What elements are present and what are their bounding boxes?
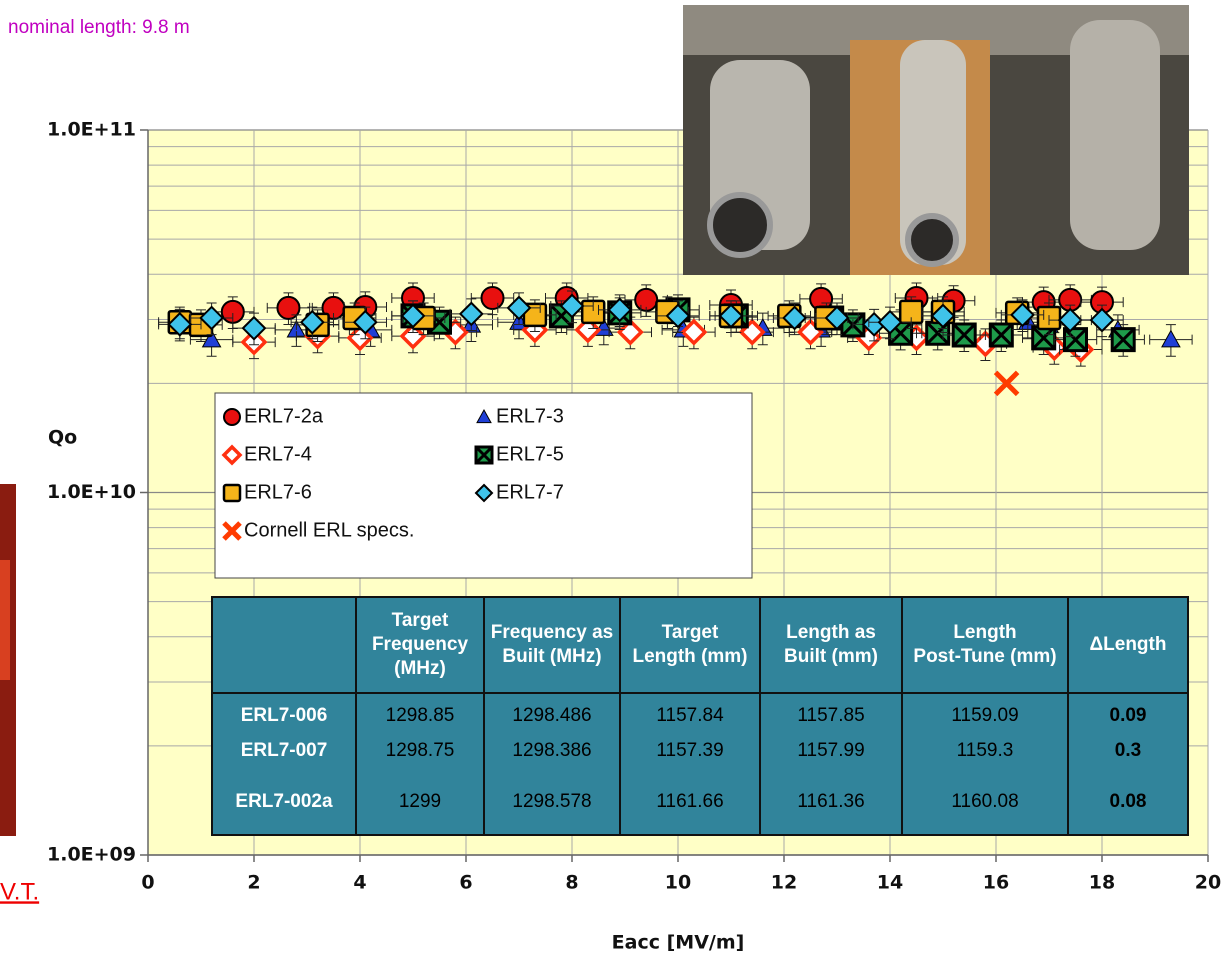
row-label: ERL7-007	[241, 740, 328, 761]
point	[1161, 329, 1181, 348]
table-cell: 1157.39	[656, 740, 723, 761]
point	[988, 322, 1014, 348]
axes: 1.0E+09 1.0E+10 1.0E+11 0 2 4 6 8 10 12 14 16 18 20	[47, 119, 1221, 894]
legend-label: ERL7-3	[496, 405, 564, 427]
table-cell: 1298.85	[386, 705, 455, 726]
point	[718, 303, 744, 329]
point	[506, 295, 532, 321]
point	[474, 445, 494, 465]
x-tick-label: 10	[665, 872, 691, 894]
table-cell: 1298.578	[512, 791, 591, 812]
point	[1010, 302, 1035, 328]
row-label: ERL7-002a	[235, 791, 333, 812]
row-label: ERL7-006	[241, 705, 328, 726]
legend-label: ERL7-5	[496, 443, 564, 465]
point	[222, 483, 242, 503]
point	[474, 483, 494, 503]
photo-fragment	[0, 560, 10, 680]
table-cell: 1161.66	[656, 791, 723, 812]
table: Target Frequency (MHz) Frequency as Built (M…	[211, 596, 1189, 836]
table-cell: 1298.386	[512, 740, 591, 761]
point	[1057, 307, 1083, 333]
legend-label: ERL7-2a	[244, 405, 324, 427]
annotation: nominal length: 9.8 m	[8, 17, 190, 38]
point	[951, 322, 977, 348]
point	[1110, 327, 1136, 353]
point	[680, 318, 708, 346]
table-cell: 0.3	[1115, 740, 1141, 761]
table-cell: 1160.08	[951, 791, 1018, 812]
legend-label: Cornell ERL specs.	[244, 519, 414, 541]
table-cell: 1159.3	[957, 740, 1014, 761]
point	[1089, 307, 1115, 333]
legend-label: ERL7-6	[244, 481, 312, 503]
link[interactable]: V.T.	[0, 878, 39, 905]
point	[223, 408, 241, 426]
point	[993, 370, 1020, 397]
x-tick-label: 12	[771, 872, 797, 894]
point	[299, 309, 325, 335]
point	[607, 297, 633, 323]
point	[167, 311, 193, 337]
point	[241, 315, 267, 341]
data-marks	[158, 282, 1193, 397]
x-tick-label: 18	[1089, 872, 1115, 894]
x-tick-label: 2	[247, 872, 260, 894]
table-header: Frequency as Built (MHz)	[491, 622, 614, 667]
point	[399, 322, 427, 350]
point	[877, 309, 903, 335]
x-tick-label: 8	[565, 872, 578, 894]
point	[199, 305, 225, 331]
table-cell: 1298.75	[386, 740, 455, 761]
legend-label: ERL7-4	[244, 443, 312, 465]
point	[352, 309, 378, 335]
x-tick-label: 0	[141, 872, 154, 894]
y-tick-label: 1.0E+09	[47, 844, 136, 866]
point	[276, 295, 301, 320]
photo	[683, 5, 1189, 275]
point	[782, 305, 808, 331]
x-tick-label: 14	[877, 872, 903, 894]
x-axis-title: Eacc [MV/m]	[612, 932, 745, 954]
x-tick-label: 4	[353, 872, 366, 894]
point	[665, 303, 691, 329]
table-cell: 1298.486	[512, 705, 591, 726]
point	[1063, 327, 1088, 353]
table-header: Length Post-Tune (mm)	[913, 622, 1056, 667]
y-axis-title: Qo	[48, 427, 77, 449]
point	[824, 305, 850, 331]
table-header: Length as Built (mm)	[784, 622, 878, 667]
point	[930, 303, 956, 329]
table-cell: 1299	[399, 791, 441, 812]
legend-entries: ERL7-2a ERL7-3 ERL7-4 ERL7-5 ERL7-6 ERL7-7 Cor…	[221, 405, 564, 541]
table-cell: 1157.84	[656, 705, 724, 726]
legend-label: ERL7-7	[496, 481, 564, 503]
y-tick-label: 1.0E+10	[47, 481, 136, 503]
table-cell: 1161.36	[797, 791, 864, 812]
point	[458, 301, 484, 327]
table-header: Target Frequency (MHz)	[372, 610, 469, 679]
point	[559, 293, 585, 319]
x-tick-label: 6	[459, 872, 472, 894]
x-tick-label: 20	[1195, 872, 1221, 894]
point	[400, 303, 426, 329]
table-cell: 1157.85	[797, 705, 864, 726]
point	[221, 444, 243, 466]
y-tick-label: 1.0E+11	[47, 119, 136, 141]
table-header: Target Length (mm)	[632, 622, 747, 667]
point	[476, 408, 492, 424]
table-header: ΔLength	[1090, 634, 1167, 655]
table-cell: 1157.99	[797, 740, 864, 761]
table-cell: 0.08	[1110, 791, 1147, 812]
point	[480, 285, 505, 310]
table-cell: 1159.09	[951, 705, 1018, 726]
table-cell: 0.09	[1110, 705, 1147, 726]
point	[222, 521, 242, 541]
point	[616, 318, 644, 346]
point	[201, 329, 222, 348]
x-tick-label: 16	[983, 872, 1009, 894]
